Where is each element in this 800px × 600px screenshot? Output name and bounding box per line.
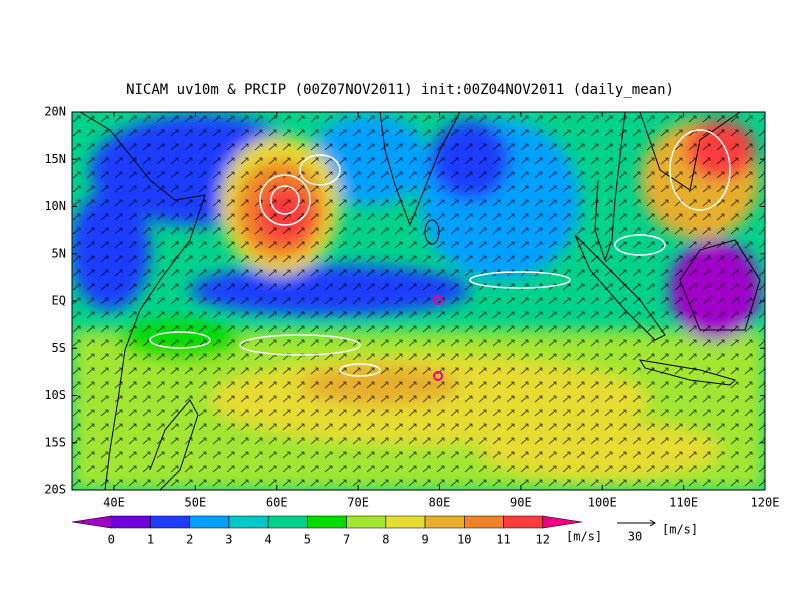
precip-contours <box>149 129 731 377</box>
lat-label: 20S <box>44 483 66 497</box>
lon-label: 60E <box>266 496 288 510</box>
colorbar-segment <box>542 515 583 529</box>
lon-label: 80E <box>429 496 451 510</box>
colorbar-segment <box>228 515 269 529</box>
colorbar-label: 4 <box>265 533 272 547</box>
lat-label: 10S <box>44 388 66 402</box>
colorbar-segment <box>71 515 112 529</box>
colorbar-segment <box>464 515 504 529</box>
colorbar-segment <box>307 515 347 529</box>
lon-label: 40E <box>103 496 125 510</box>
lat-label: 5N <box>52 246 66 260</box>
lon-label: 110E <box>669 496 698 510</box>
colorbar-label: 9 <box>421 533 428 547</box>
reference-arrow-head <box>649 519 656 527</box>
colorbar-label: 2 <box>186 533 193 547</box>
lat-label: 15N <box>44 152 66 166</box>
colorbar-label: 8 <box>382 533 389 547</box>
reference-value: 30 <box>628 530 642 544</box>
colorbar-label: 0 <box>108 533 115 547</box>
colorbar-segment <box>267 515 308 529</box>
colorbar-label: 10 <box>457 533 471 547</box>
reference-unit: [m/s] <box>662 523 698 537</box>
lat-label: 15S <box>44 435 66 449</box>
colorbar-segment <box>346 515 387 529</box>
lat-label: 5S <box>52 341 66 355</box>
colorbar-segment <box>189 515 230 529</box>
colorbar-label: 11 <box>496 533 510 547</box>
colorbar-segment <box>424 515 465 529</box>
colorbar-label: 12 <box>536 533 550 547</box>
lat-label: EQ <box>52 294 66 308</box>
title: NICAM uv10m & PRCIP (00Z07NOV2011) init:… <box>126 82 674 98</box>
lon-label: 70E <box>347 496 369 510</box>
lat-label: 20N <box>44 105 66 119</box>
lat-label: 10N <box>44 199 66 213</box>
lon-label: 120E <box>751 496 780 510</box>
colorbar-segment <box>150 515 190 529</box>
lon-label: 90E <box>510 496 532 510</box>
colorbar-label: 1 <box>147 533 154 547</box>
colorbar-segment <box>110 515 151 529</box>
lon-label: 50E <box>185 496 207 510</box>
colorbar-label: 7 <box>343 533 350 547</box>
colorbar-segment <box>385 515 426 529</box>
colorbar-unit: [m/s] <box>566 530 602 544</box>
colorbar-label: 5 <box>304 533 311 547</box>
wind-field <box>72 112 765 490</box>
colorbar-segment <box>503 515 544 529</box>
colorbar-label: 3 <box>225 533 232 547</box>
lon-label: 100E <box>588 496 617 510</box>
